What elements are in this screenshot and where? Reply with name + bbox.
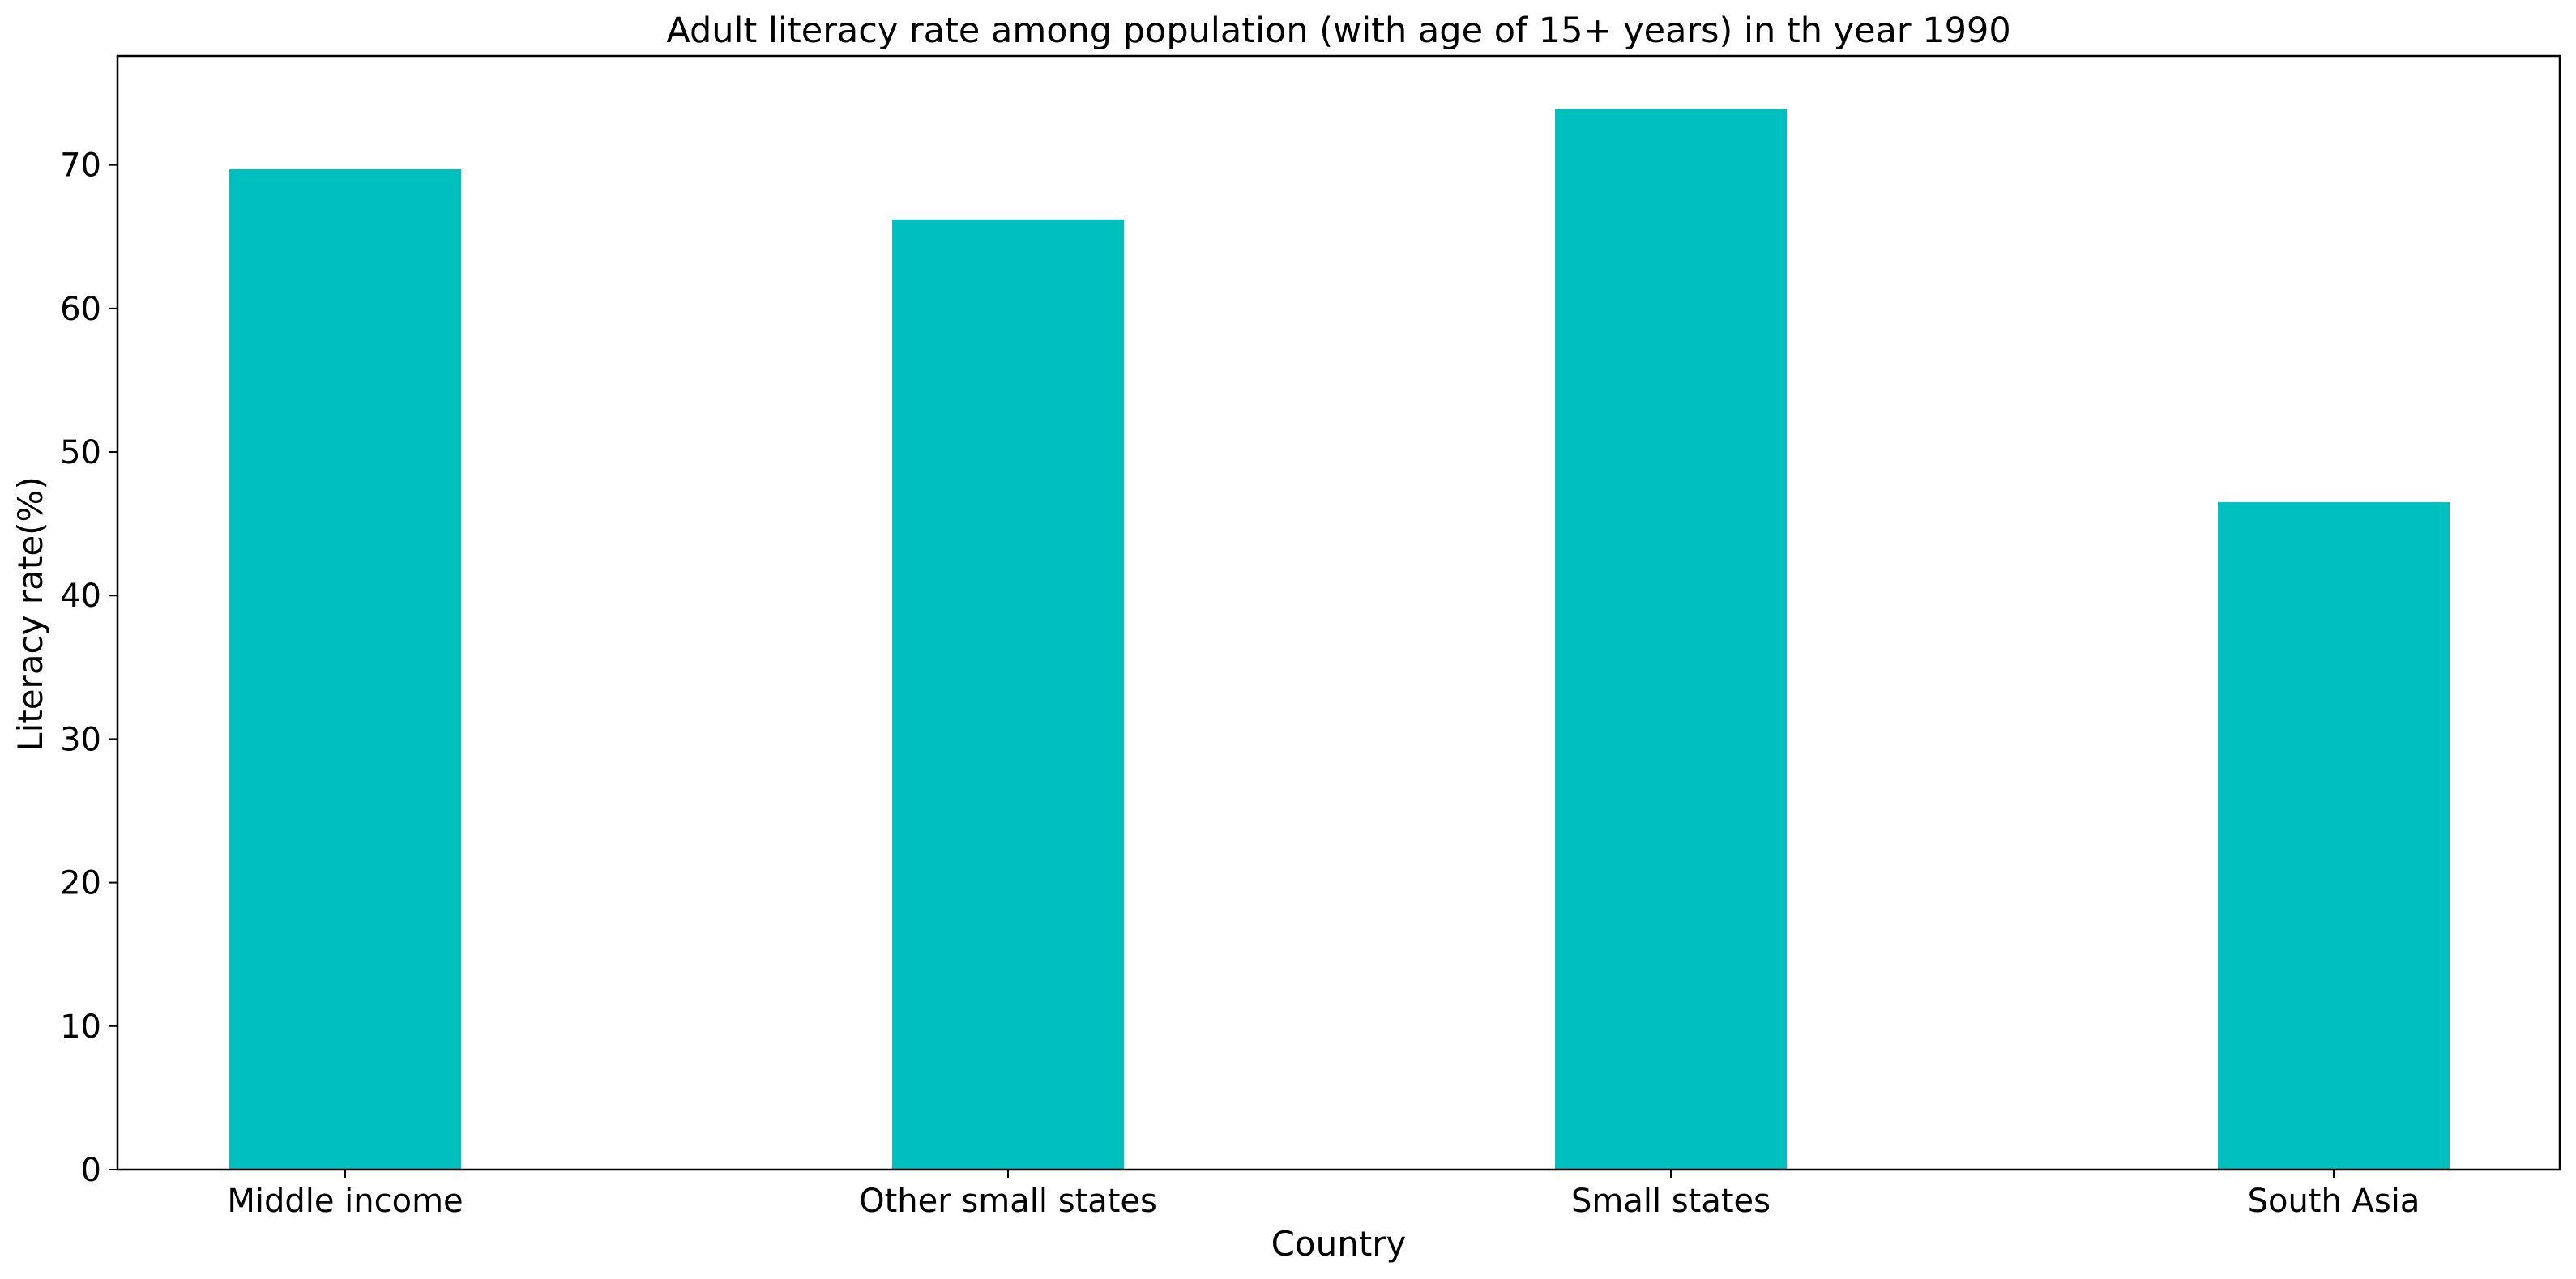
bar-other-small-states bbox=[892, 219, 1124, 1170]
bar-small-states bbox=[1555, 109, 1787, 1170]
x-tick-label: Small states bbox=[1571, 1183, 1771, 1220]
bars-group bbox=[229, 109, 2450, 1170]
plot-frame bbox=[116, 54, 2561, 1171]
bar-middle-income bbox=[229, 168, 461, 1170]
y-tick-label: 0 bbox=[81, 1152, 101, 1189]
y-tick-label: 10 bbox=[60, 1008, 101, 1046]
y-tick-label: 40 bbox=[60, 578, 101, 615]
x-tick-label: South Asia bbox=[2248, 1183, 2420, 1220]
chart-title: Adult literacy rate among population (wi… bbox=[666, 11, 2010, 51]
y-tick-label: 60 bbox=[60, 291, 101, 328]
x-tick-label: Middle income bbox=[227, 1183, 463, 1220]
bar-south-asia bbox=[2218, 502, 2450, 1170]
x-tick-label: Other small states bbox=[859, 1183, 1157, 1220]
y-axis-ticks: 0 10 20 30 40 50 60 70 bbox=[60, 147, 117, 1189]
x-axis-label: Country bbox=[1271, 1224, 1407, 1264]
y-tick-label: 50 bbox=[60, 434, 101, 471]
y-tick-label: 70 bbox=[60, 147, 101, 185]
y-tick-label: 30 bbox=[60, 721, 101, 758]
x-axis-ticks: Middle income Other small states Small sta… bbox=[227, 1170, 2420, 1220]
y-axis-label: Literacy rate(%) bbox=[11, 476, 50, 752]
y-tick-label: 20 bbox=[60, 865, 101, 902]
